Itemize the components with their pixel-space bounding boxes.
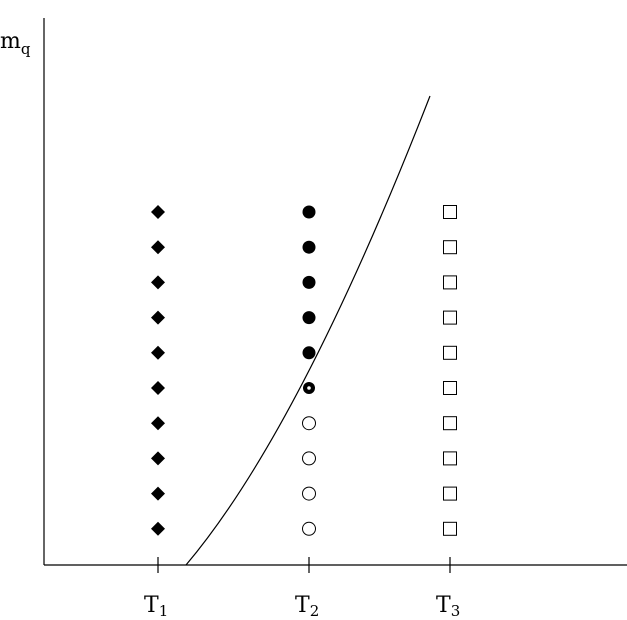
diamond-marker	[151, 240, 165, 255]
y-axis-label: mq	[0, 29, 31, 58]
x-tick-label: T2	[295, 593, 319, 620]
diamond-marker	[151, 345, 165, 360]
filled-circle-marker	[302, 311, 316, 325]
tick-symbol: T	[295, 593, 310, 618]
marker-dot	[307, 386, 311, 390]
open-square-marker	[443, 521, 457, 536]
tick-symbol: T	[436, 593, 451, 618]
open-circle-marker	[302, 451, 316, 466]
open-circle-marker	[302, 416, 316, 431]
label-subscript: q	[21, 40, 31, 58]
open-square-marker	[443, 275, 457, 290]
tick-subscript: 1	[159, 602, 169, 620]
open-circle-marker	[302, 521, 316, 536]
tick-subscript: 2	[310, 602, 320, 620]
x-tick-label: T3	[436, 593, 460, 620]
filled-circle-marker	[302, 275, 316, 289]
diamond-marker	[151, 381, 165, 395]
open-square-marker	[443, 345, 457, 360]
label-symbol: m	[0, 29, 21, 54]
diamond-marker	[151, 205, 165, 219]
open-square-marker	[443, 486, 457, 501]
diamond-marker	[151, 521, 165, 536]
diamond-marker	[151, 486, 165, 501]
x-tick-label: T1	[144, 593, 168, 620]
boundary-curve	[185, 95, 431, 566]
filled-circle-marker	[302, 205, 316, 219]
diamond-marker	[151, 451, 165, 466]
diamond-marker	[151, 310, 165, 325]
tick-symbol: T	[144, 593, 159, 618]
open-square-marker	[443, 416, 457, 431]
diamond-marker	[151, 275, 165, 290]
diamond-marker	[151, 416, 165, 431]
filled-circle-marker	[302, 240, 316, 254]
tick-subscript: 3	[451, 602, 461, 620]
open-square-marker	[443, 451, 457, 466]
filled-circle-marker	[302, 346, 316, 360]
open-circle-marker	[302, 486, 316, 501]
open-square-marker	[443, 381, 457, 395]
open-square-marker	[443, 240, 457, 255]
open-square-marker	[443, 205, 457, 219]
open-square-marker	[443, 310, 457, 325]
